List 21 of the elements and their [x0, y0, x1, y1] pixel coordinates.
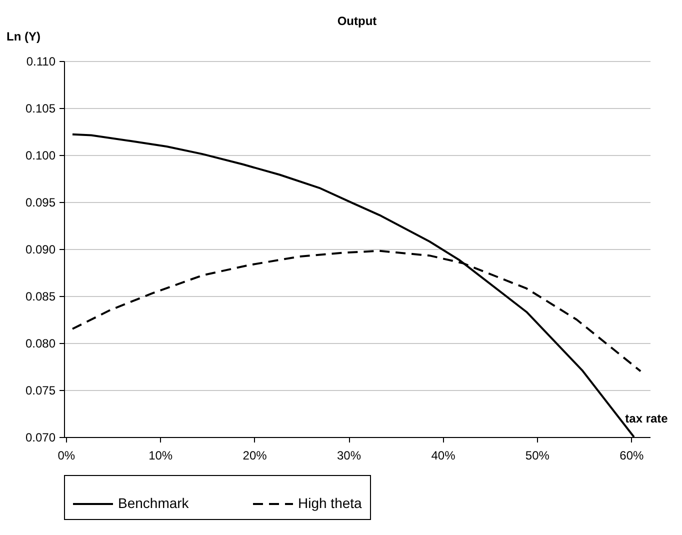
legend-label: High theta [298, 495, 362, 511]
x-tick-label: 0% [58, 448, 76, 462]
y-axis-title: Ln (Y) [6, 30, 40, 44]
chart-title: Output [337, 14, 377, 28]
y-tick-label: 0.105 [25, 102, 56, 116]
y-tick-label: 0.080 [25, 336, 56, 350]
y-tick-label: 0.070 [25, 430, 56, 444]
x-tick-label: 50% [525, 448, 550, 462]
x-axis-title: tax rate [625, 412, 668, 426]
x-tick-label: 30% [337, 448, 362, 462]
y-tick-label: 0.100 [25, 148, 56, 162]
y-tick-label: 0.075 [25, 384, 56, 398]
x-tick-label: 20% [242, 448, 268, 462]
y-tick-label: 0.095 [25, 196, 56, 210]
x-tick-label: 40% [431, 448, 456, 462]
y-tick-label: 0.090 [25, 242, 56, 256]
legend-label: Benchmark [118, 495, 190, 511]
y-tick-label: 0.085 [25, 290, 56, 304]
x-tick-label: 60% [620, 448, 644, 462]
y-tick-label: 0.110 [26, 54, 56, 68]
x-tick-label: 10% [148, 448, 173, 462]
